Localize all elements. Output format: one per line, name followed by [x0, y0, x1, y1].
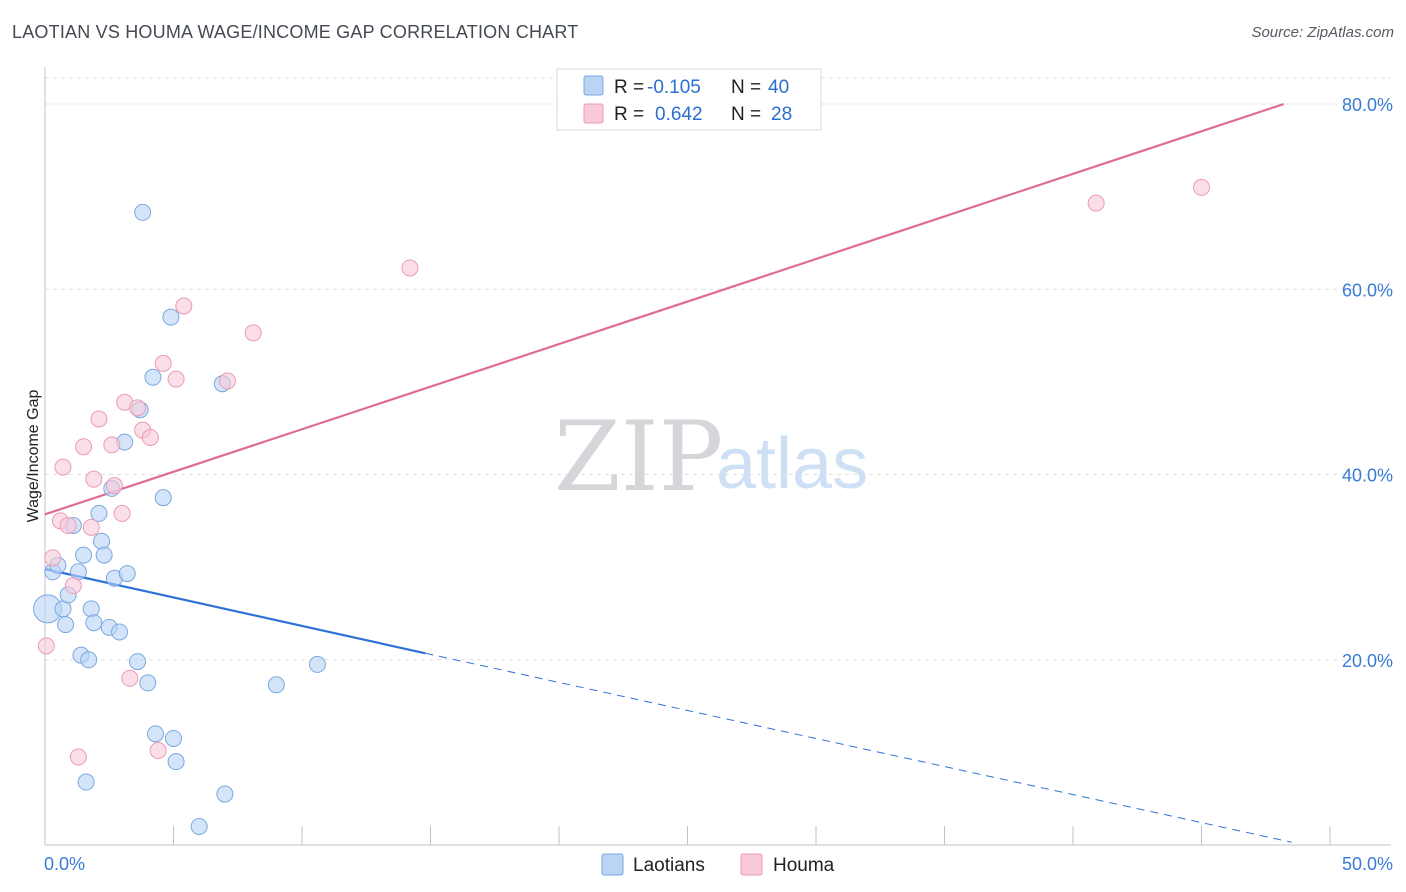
laotian-point-37 — [77, 773, 95, 791]
y-axis-tick-labels: 20.0% 40.0% 60.0% 80.0% — [1342, 95, 1393, 671]
houma-point-5 — [54, 458, 72, 476]
chart-title: LAOTIAN VS HOUMA WAGE/INCOME GAP CORRELA… — [12, 22, 579, 42]
houma-point-9 — [85, 470, 103, 488]
houma-point-26 — [1087, 194, 1105, 212]
houma-point-12 — [105, 477, 123, 495]
bottom-legend-label-laotians: Laotians — [633, 855, 705, 876]
legend-n-label-houma: N = — [731, 104, 761, 125]
laotian-point-15 — [95, 546, 113, 564]
laotian-point-21 — [118, 565, 136, 583]
series-legend: Laotians Houma — [601, 853, 835, 876]
legend-r-value-houma: 0.642 — [655, 104, 703, 125]
y-tick-label-20: 20.0% — [1342, 651, 1393, 671]
grid-lines — [45, 77, 1391, 661]
watermark-zip: ZIP — [554, 401, 723, 513]
laotian-point-11 — [82, 600, 100, 618]
houma-point-19 — [149, 742, 167, 760]
legend-r-value-laotian: -0.105 — [647, 77, 701, 98]
y-tick-label-40: 40.0% — [1342, 466, 1393, 486]
laotian-point-4 — [57, 616, 75, 634]
houma-point-0 — [37, 637, 55, 655]
laotian-point-22 — [129, 653, 147, 671]
houma-point-25 — [401, 259, 419, 277]
houma-point-10 — [90, 410, 108, 428]
watermark-atlas: atlas — [716, 424, 868, 504]
x-tick-label-max: 50.0% — [1342, 854, 1393, 874]
y-tick-label-80: 80.0% — [1342, 95, 1393, 115]
source-label: Source: ZipAtlas.com — [1251, 24, 1394, 41]
laotian-point-24 — [134, 203, 152, 221]
houma-point-15 — [121, 669, 139, 687]
legend-n-label-laotian: N = — [731, 77, 761, 98]
legend-n-value-laotian: 40 — [768, 77, 789, 98]
houma-point-21 — [167, 370, 185, 388]
legend-r-label-laotian: R = — [614, 77, 644, 98]
laotian-point-19 — [111, 623, 129, 641]
trend-line-houma — [44, 103, 1285, 516]
laotian-point-12 — [85, 614, 103, 632]
laotian-point-25 — [139, 674, 157, 692]
y-axis-label: Wage/Income Gap — [25, 390, 42, 523]
correlation-legend: R = -0.105 N = 40 R = 0.642 N = 28 — [556, 68, 822, 131]
houma-point-22 — [175, 297, 193, 315]
y-tick-label-60: 60.0% — [1342, 280, 1393, 300]
legend-swatch-houma — [583, 103, 604, 124]
laotian-point-9 — [75, 546, 93, 564]
data-points — [33, 178, 1210, 835]
bottom-legend-label-houma: Houma — [773, 855, 835, 876]
bottom-legend-swatch-houma — [740, 853, 763, 876]
houma-point-11 — [103, 436, 121, 454]
houma-point-3 — [59, 516, 77, 534]
houma-point-20 — [154, 354, 172, 372]
laotian-point-10 — [80, 651, 98, 669]
legend-swatch-laotian — [583, 75, 604, 96]
trend-line-laotians-extrapolated — [425, 652, 1292, 843]
laotian-point-34 — [216, 785, 234, 803]
legend-n-value-houma: 28 — [771, 104, 792, 125]
laotian-point-32 — [190, 817, 208, 835]
houma-point-8 — [82, 518, 100, 536]
x-tick-label-min: 0.0% — [44, 854, 85, 874]
houma-point-4 — [64, 577, 82, 595]
houma-point-13 — [113, 504, 131, 522]
laotian-point-30 — [165, 729, 182, 747]
houma-point-6 — [69, 748, 87, 766]
laotian-point-35 — [267, 676, 285, 694]
houma-point-23 — [218, 372, 236, 390]
houma-point-24 — [244, 324, 262, 342]
bottom-legend-swatch-laotians — [601, 853, 624, 876]
houma-point-1 — [44, 549, 62, 567]
houma-point-18 — [141, 428, 159, 446]
houma-point-7 — [75, 438, 93, 456]
laotian-point-14 — [93, 532, 111, 550]
laotian-point-28 — [154, 489, 172, 507]
laotian-point-13 — [90, 504, 108, 522]
laotian-point-26 — [144, 368, 162, 386]
x-axis-ticks — [44, 826, 1331, 845]
laotian-point-36 — [308, 655, 326, 673]
houma-point-27 — [1193, 178, 1210, 196]
houma-point-16 — [129, 399, 147, 417]
legend-r-label-houma: R = — [614, 104, 644, 125]
laotian-point-31 — [167, 753, 185, 771]
trend-line-laotians — [44, 567, 426, 655]
laotian-point-29 — [162, 308, 180, 326]
laotian-point-27 — [147, 725, 165, 743]
